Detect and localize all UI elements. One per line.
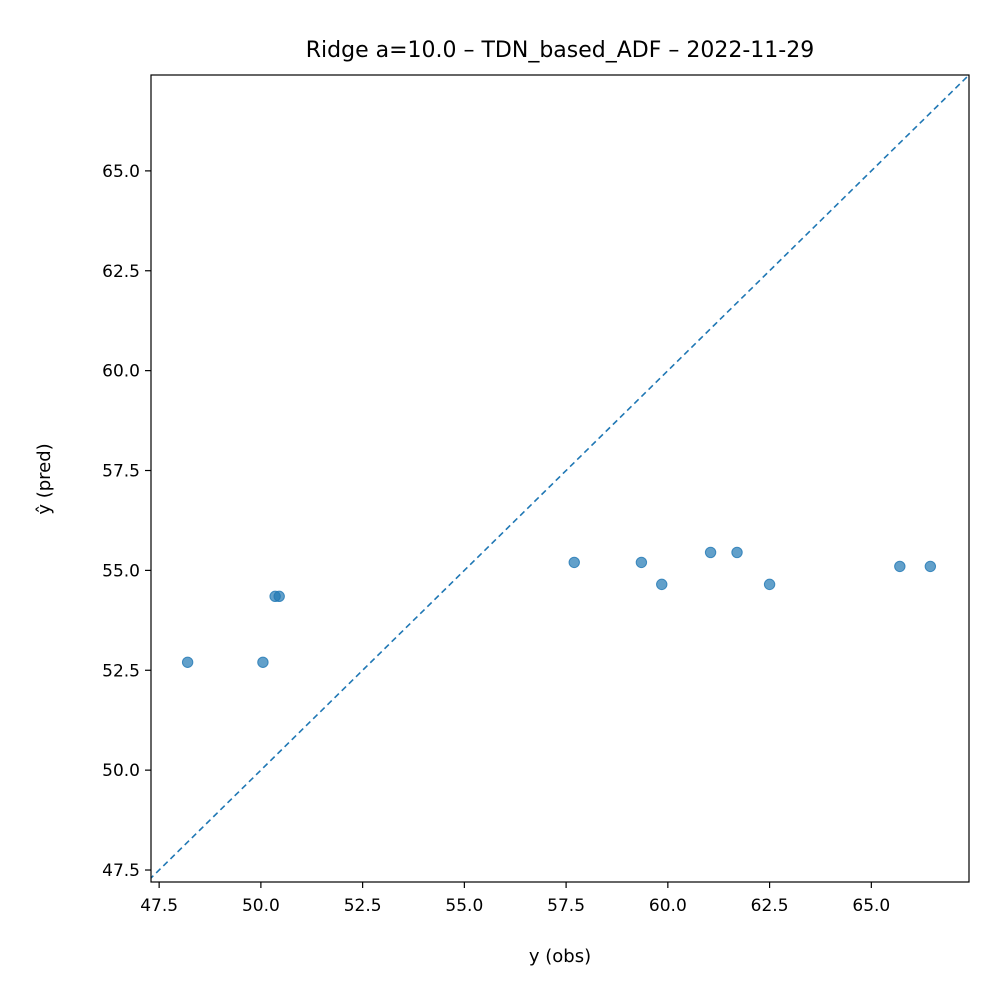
scatter-point <box>704 546 717 559</box>
x-tick-label: 60.0 <box>649 896 687 916</box>
y-tick-label: 57.5 <box>102 462 140 482</box>
scatter-point <box>568 556 580 569</box>
y-tick-label: 60.0 <box>102 362 140 382</box>
scatter-point <box>894 560 906 573</box>
scatter-point <box>635 556 648 569</box>
x-tick-label: 57.5 <box>547 896 585 916</box>
identity-reference-line <box>151 75 969 880</box>
x-tick-label: 65.0 <box>852 896 890 916</box>
y-tick-label: 62.5 <box>102 262 140 282</box>
scatter-point <box>656 578 668 591</box>
scatter-point <box>924 560 937 573</box>
y-tick-label: 65.0 <box>102 162 140 182</box>
axis-ticks: 47.5 50.0 52.5 55.0 57.5 60.0 62.5 65.0 47.5 50.0… <box>102 162 890 916</box>
scatter-point <box>181 656 194 668</box>
x-tick-label: 52.5 <box>344 896 382 916</box>
chart-title: Ridge a=10.0 – TDN_based_ADF – 2022-11-2… <box>306 38 814 63</box>
scatter-point <box>731 546 743 559</box>
scatter-point <box>273 590 285 603</box>
x-axis-title: y (obs) <box>529 946 591 967</box>
y-tick-label: 52.5 <box>102 661 140 681</box>
x-tick-label: 62.5 <box>751 896 789 916</box>
y-tick-label: 50.0 <box>102 761 140 781</box>
scatter-point <box>257 656 269 668</box>
y-tick-label: 47.5 <box>102 861 140 881</box>
y-axis-title: ŷ (pred) <box>34 443 55 514</box>
x-tick-label: 50.0 <box>242 896 280 916</box>
scatter-point <box>763 578 776 591</box>
y-tick-label: 55.0 <box>102 561 140 581</box>
plot-area <box>151 75 969 880</box>
x-tick-label: 55.0 <box>445 896 483 916</box>
x-tick-label: 47.5 <box>140 896 178 916</box>
plot-frame <box>150 74 970 883</box>
